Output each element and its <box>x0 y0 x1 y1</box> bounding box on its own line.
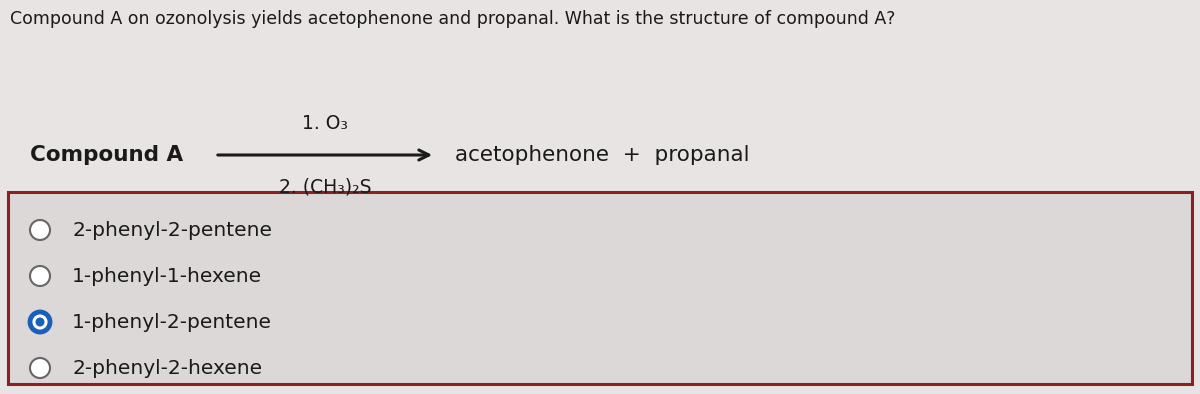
Text: 2-phenyl-2-hexene: 2-phenyl-2-hexene <box>72 359 262 377</box>
Circle shape <box>30 312 50 332</box>
Text: Compound A: Compound A <box>30 145 184 165</box>
Text: 1-phenyl-2-pentene: 1-phenyl-2-pentene <box>72 312 272 331</box>
FancyBboxPatch shape <box>8 192 1192 384</box>
Circle shape <box>30 358 50 378</box>
Text: 1-phenyl-1-hexene: 1-phenyl-1-hexene <box>72 266 262 286</box>
Text: 1. O₃: 1. O₃ <box>302 114 348 133</box>
Text: 2-phenyl-2-pentene: 2-phenyl-2-pentene <box>72 221 272 240</box>
Text: acetophenone  +  propanal: acetophenone + propanal <box>455 145 750 165</box>
Circle shape <box>30 266 50 286</box>
Circle shape <box>36 318 44 327</box>
Text: Compound A on ozonolysis yields acetophenone and propanal. What is the structure: Compound A on ozonolysis yields acetophe… <box>10 10 895 28</box>
Text: 2. (CH₃)₂S: 2. (CH₃)₂S <box>278 177 371 196</box>
Circle shape <box>30 220 50 240</box>
